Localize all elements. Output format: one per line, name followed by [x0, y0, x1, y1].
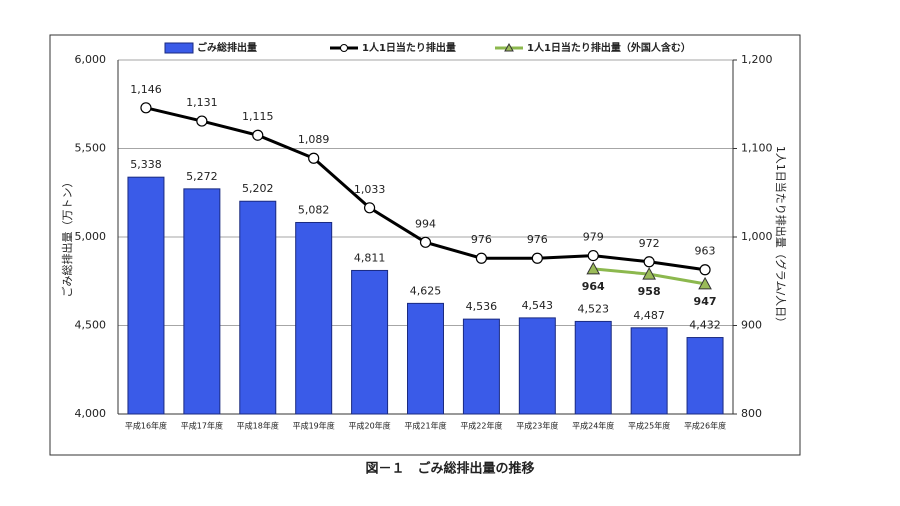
bar-label: 5,338 [130, 158, 162, 171]
x-tick-label: 平成25年度 [628, 421, 670, 431]
bar [686, 337, 724, 415]
bar-label: 5,202 [242, 182, 274, 195]
line-marker [363, 202, 376, 214]
x-tick-label: 平成18年度 [237, 421, 279, 431]
line-marker [252, 129, 264, 141]
line-label: 964 [582, 280, 605, 293]
line-marker [586, 261, 601, 275]
bar-label: 4,432 [689, 319, 721, 332]
y2-tick-label: 1,200 [741, 53, 773, 66]
bar-label: 4,625 [410, 284, 442, 297]
x-tick-label: 平成16年度 [125, 421, 167, 431]
line-marker [419, 236, 432, 248]
line-marker [475, 252, 488, 264]
bar-label: 5,272 [186, 170, 218, 183]
legend-marker [504, 42, 514, 52]
bar [407, 302, 444, 415]
line-label: 976 [471, 233, 492, 246]
legend-label: 1人1日当たり排出量（外国人含む） [527, 41, 691, 54]
legend-marker [340, 44, 348, 52]
y-tick-label: 4,000 [75, 407, 107, 420]
x-tick-label: 平成21年度 [404, 421, 446, 431]
line-marker [643, 256, 655, 268]
line-label: 1,131 [186, 96, 218, 109]
line-label: 976 [527, 233, 548, 246]
y2-tick-label: 800 [741, 407, 762, 420]
legend-label: ごみ総排出量 [197, 41, 257, 54]
line-label: 963 [695, 245, 716, 258]
x-tick-label: 平成17年度 [181, 421, 223, 431]
x-tick-label: 平成23年度 [516, 421, 558, 431]
x-tick-label: 平成19年度 [293, 421, 335, 431]
bar [295, 221, 333, 415]
bar-label: 4,536 [466, 300, 498, 313]
line-label: 1,146 [130, 83, 162, 96]
line-marker [531, 252, 543, 264]
bar [239, 200, 277, 415]
y-tick-label: 6,000 [75, 53, 107, 66]
y2-axis-label: 1人1日当たり排出量（グラム/人日） [774, 146, 788, 328]
line-marker [642, 267, 656, 280]
bar [127, 176, 165, 415]
bar [462, 318, 500, 415]
x-tick-label: 平成26年度 [684, 421, 726, 431]
line-label: 1,115 [242, 110, 274, 123]
line-label: 994 [415, 217, 436, 230]
line-label: 958 [638, 285, 661, 298]
line-marker [308, 152, 320, 164]
line-marker [699, 264, 711, 276]
bar [351, 269, 389, 415]
line-label: 947 [694, 295, 717, 308]
y2-tick-label: 900 [741, 319, 762, 332]
y2-tick-label: 1,100 [741, 142, 773, 155]
y-axis-label: ごみ総排出量（万トン） [60, 177, 74, 298]
line-label: 1,089 [298, 133, 330, 146]
line-label: 972 [639, 237, 660, 250]
line-marker [140, 102, 152, 114]
bar [518, 317, 556, 415]
line-marker [587, 249, 599, 262]
x-tick-label: 平成24年度 [572, 421, 614, 431]
bar-label: 4,487 [633, 309, 665, 322]
line-marker [196, 115, 208, 127]
x-tick-label: 平成22年度 [460, 421, 502, 431]
chart-title: 図－１ ごみ総排出量の推移 [365, 461, 534, 477]
line-marker [698, 276, 712, 290]
y2-tick-label: 1,000 [741, 230, 773, 243]
bar [183, 188, 221, 415]
y-tick-label: 5,000 [75, 230, 107, 243]
y-tick-label: 5,500 [75, 142, 107, 155]
bar-label: 4,523 [577, 302, 609, 315]
bar [630, 327, 668, 415]
legend-swatch [164, 42, 194, 54]
x-tick-label: 平成20年度 [348, 421, 390, 431]
bar-label: 4,543 [522, 299, 554, 312]
legend-label: 1人1日当たり排出量 [362, 41, 456, 54]
bar [574, 320, 612, 415]
line-label: 1,033 [354, 183, 386, 196]
bar-label: 5,082 [298, 203, 330, 216]
line-label: 979 [583, 231, 604, 244]
y-tick-label: 4,500 [75, 319, 107, 332]
bar-label: 4,811 [354, 251, 386, 264]
chart-frame [49, 34, 801, 456]
